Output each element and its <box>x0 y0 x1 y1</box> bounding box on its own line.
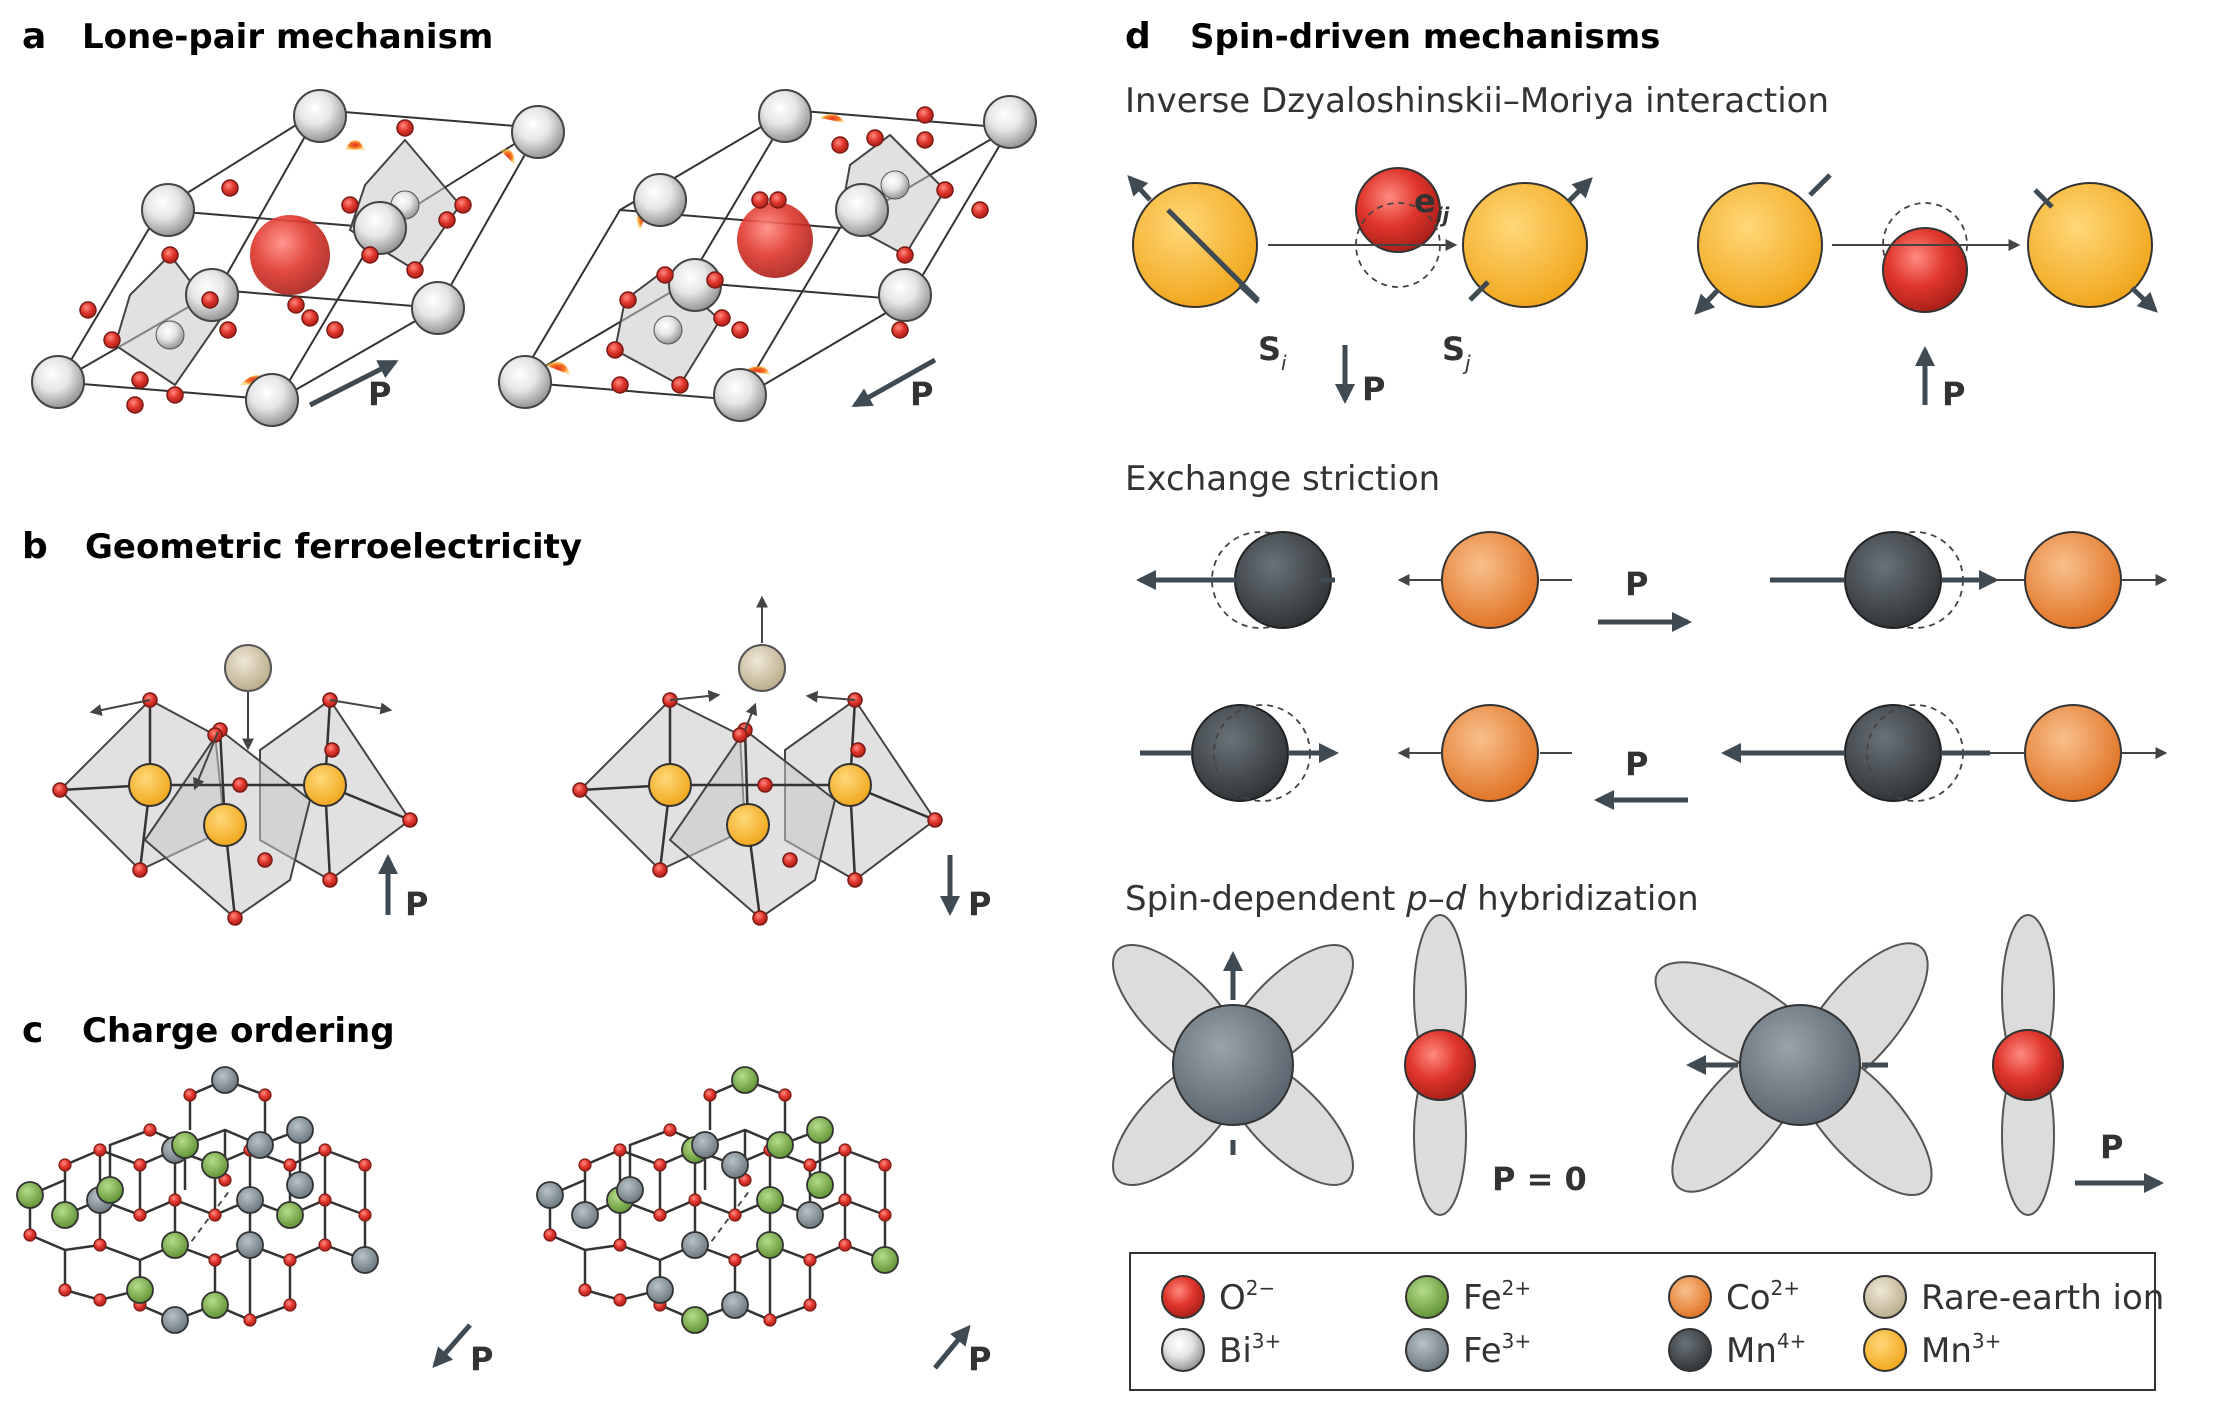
legend-label-5: Fe3+ <box>1463 1329 1531 1371</box>
panel-d: d Spin-driven mechanisms Inverse Dzyalos… <box>1112 16 2168 1216</box>
legend-label-7: Mn3+ <box>1921 1329 2001 1371</box>
panel-a-p-left: P <box>368 375 391 413</box>
hybrid-title-d: d <box>1445 879 1467 919</box>
dm-p-right: P <box>1942 375 1965 413</box>
panel-c-letter: c <box>22 1010 43 1051</box>
dm-section: Inverse Dzyaloshinskii–Moriya interactio… <box>1125 81 2158 413</box>
hybrid-title: Spin-dependent p–d hybridization <box>1125 879 1699 919</box>
legend-ion-1: Fe <box>1463 1278 1502 1318</box>
dm-sj-label: Sj <box>1442 330 1471 375</box>
panel-b-title: Geometric ferroelectricity <box>85 527 582 567</box>
legend-swatch-2 <box>1668 1275 1712 1319</box>
legend-swatch-7 <box>1863 1328 1907 1372</box>
legend-ion-5: Fe <box>1463 1331 1502 1371</box>
panel-d-title: Spin-driven mechanisms <box>1190 17 1660 57</box>
legend-ion-2: Co <box>1726 1278 1771 1318</box>
legend-label-4: Bi3+ <box>1219 1329 1281 1371</box>
legend-ion-3: Rare-earth ion <box>1921 1278 2164 1318</box>
hybrid-title-post: hybridization <box>1466 879 1698 919</box>
panel-b: b Geometric ferroelectricity <box>22 526 991 926</box>
legend-charge-1: 2+ <box>1502 1276 1531 1300</box>
hybrid-title-p: p <box>1405 879 1428 919</box>
geometric-structure-left: P <box>52 644 428 926</box>
legend-ion-7: Mn <box>1921 1331 1972 1371</box>
legend-charge-0: 2− <box>1246 1276 1275 1300</box>
panel-b-p-left: P <box>405 885 428 923</box>
hybrid-title-pre: Spin-dependent <box>1125 879 1406 919</box>
panel-a-title: Lone-pair mechanism <box>82 17 493 57</box>
exchange-striction-section: Exchange striction P <box>1125 459 2168 810</box>
dm-sj-sub: j <box>1462 351 1471 375</box>
hybrid-p-right: P <box>2100 1128 2123 1166</box>
legend-ion-0: O <box>1219 1278 1246 1318</box>
legend-charge-5: 3+ <box>1502 1329 1531 1353</box>
legend-swatch-6 <box>1668 1328 1712 1372</box>
dm-e-label: eij <box>1414 182 1451 227</box>
dm-si-sub: i <box>1281 351 1287 375</box>
panel-d-letter: d <box>1125 16 1151 57</box>
exchange-p-top: P <box>1625 565 1648 603</box>
charge-ordering-lattice-right: P <box>536 1066 991 1378</box>
legend-charge-4: 3+ <box>1252 1329 1281 1353</box>
exchange-title: Exchange striction <box>1125 459 1440 499</box>
legend-ion-6: Mn <box>1726 1331 1777 1371</box>
panel-a: a Lone-pair mechanism <box>22 16 1037 427</box>
legend-charge-6: 4+ <box>1777 1329 1806 1353</box>
panel-a-letter: a <box>22 16 46 57</box>
exchange-p-bottom: P <box>1625 745 1648 783</box>
panel-a-p-right: P <box>910 375 933 413</box>
dm-p-left: P <box>1362 370 1385 408</box>
dm-si-main: S <box>1258 330 1281 368</box>
dm-si-label: Si <box>1258 330 1287 375</box>
pd-hybridization-section: Spin-dependent p–d hybridization P = 0 <box>1112 879 2164 1216</box>
legend-label-6: Mn4+ <box>1726 1329 1806 1371</box>
legend-label-3: Rare-earth ion <box>1921 1278 2164 1318</box>
legend-label-2: Co2+ <box>1726 1276 1800 1318</box>
dm-sj-main: S <box>1442 330 1465 368</box>
panel-c: c Charge ordering <box>16 1010 991 1378</box>
legend-swatch-1 <box>1405 1275 1449 1319</box>
panel-c-title: Charge ordering <box>82 1011 395 1051</box>
legend-charge-7: 3+ <box>1972 1329 2001 1353</box>
lone-pair-crystal-right: P <box>498 89 1037 422</box>
hybrid-p-zero: P = 0 <box>1492 1160 1587 1198</box>
hybrid-title-dash: – <box>1428 879 1445 919</box>
legend-swatch-5 <box>1405 1328 1449 1372</box>
legend-swatch-0 <box>1161 1275 1205 1319</box>
legend-charge-2: 2+ <box>1771 1276 1800 1300</box>
legend-swatch-3 <box>1863 1275 1907 1319</box>
legend-label-1: Fe2+ <box>1463 1276 1531 1318</box>
charge-ordering-lattice-left: P <box>16 1066 493 1378</box>
panel-b-letter: b <box>22 526 48 567</box>
legend-ion-4: Bi <box>1219 1331 1252 1371</box>
dm-e-sub: ij <box>1436 203 1451 227</box>
panel-c-p-right: P <box>968 1340 991 1378</box>
dm-title: Inverse Dzyaloshinskii–Moriya interactio… <box>1125 81 1829 121</box>
panel-c-p-left: P <box>470 1340 493 1378</box>
legend-label-0: O2− <box>1219 1276 1275 1318</box>
panel-b-p-right: P <box>968 885 991 923</box>
geometric-structure-right: P <box>572 595 991 926</box>
lone-pair-crystal-left: P <box>31 89 565 427</box>
dm-e-main: e <box>1414 182 1436 220</box>
legend-swatch-4 <box>1161 1328 1205 1372</box>
